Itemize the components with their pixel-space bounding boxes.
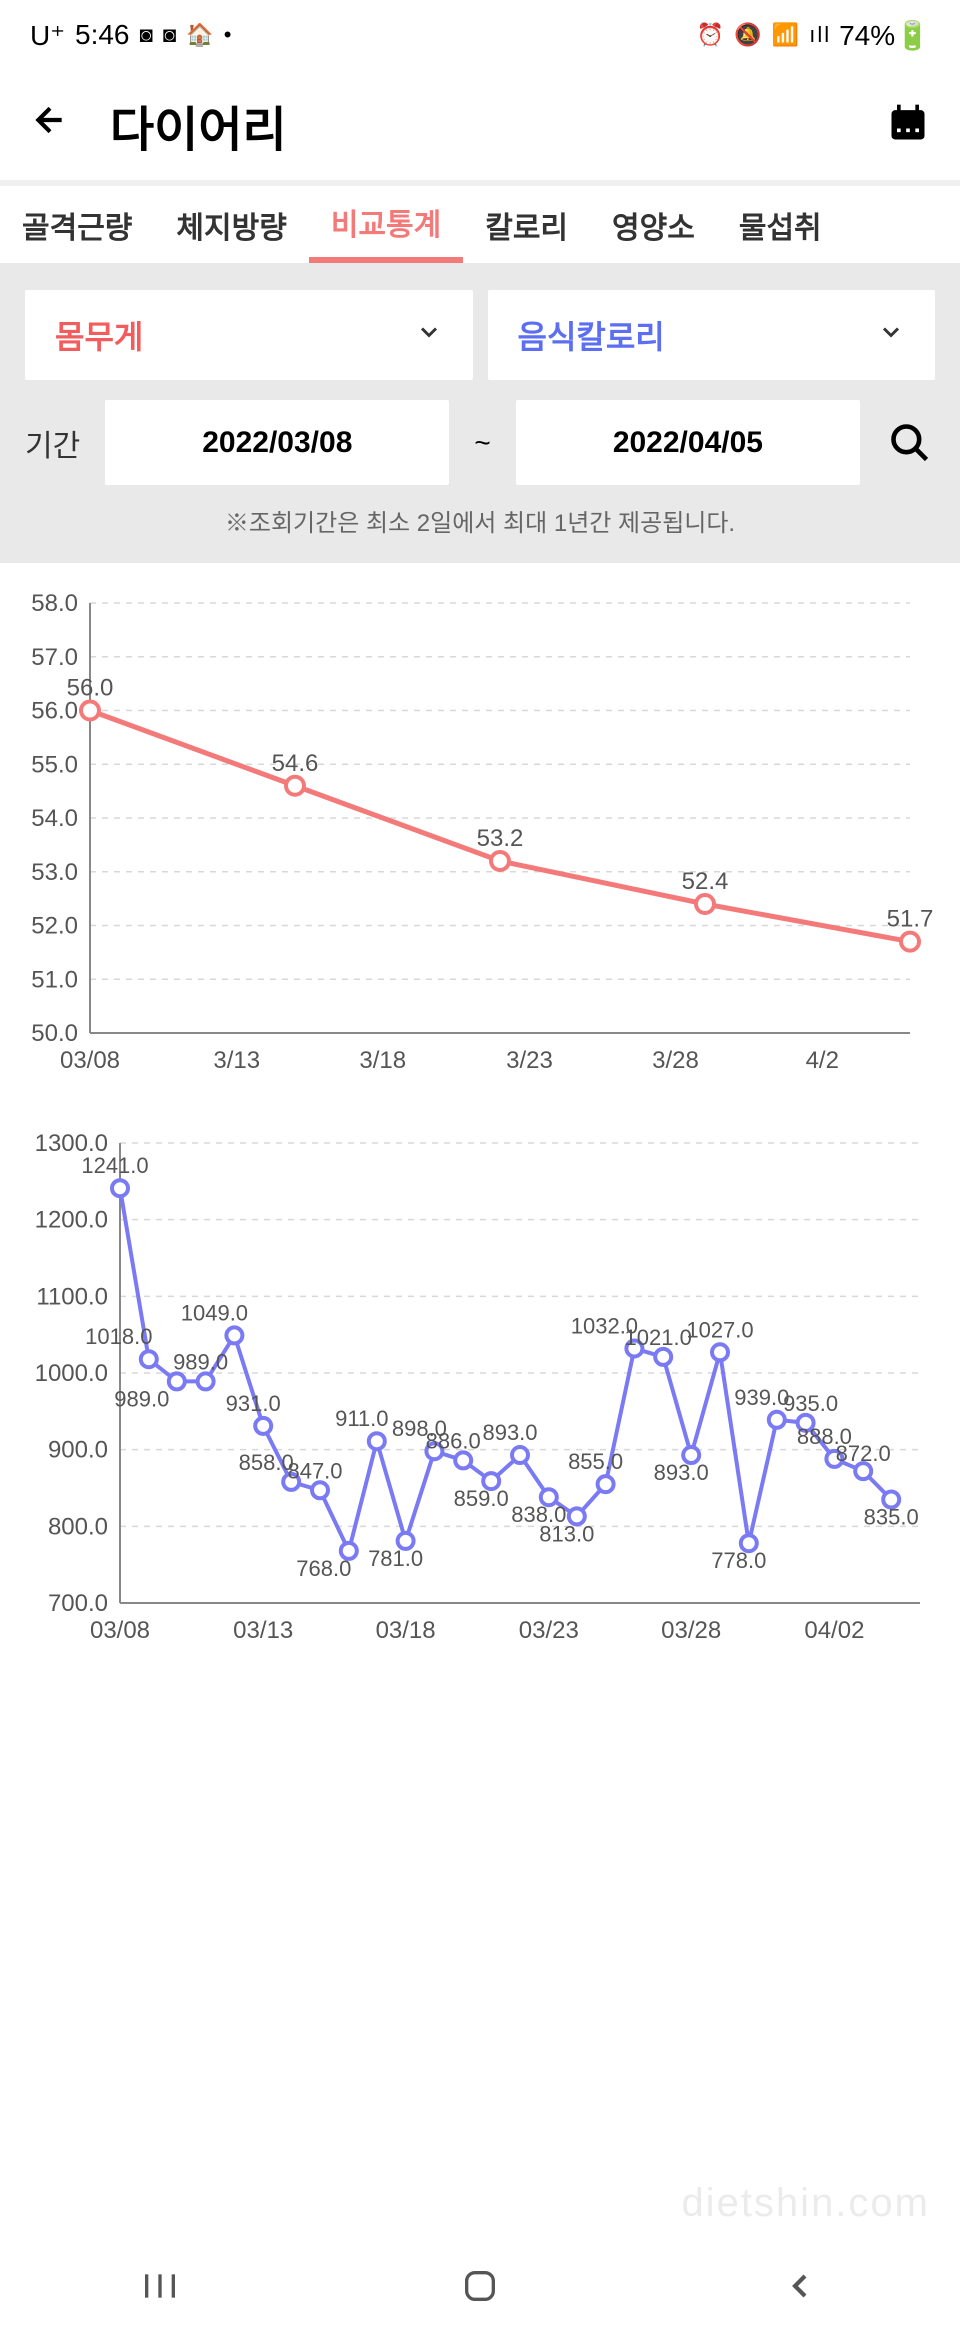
svg-text:3/28: 3/28: [652, 1047, 699, 1074]
svg-text:813.0: 813.0: [539, 1521, 594, 1546]
metric1-dropdown[interactable]: 몸무게: [25, 290, 473, 380]
svg-text:893.0: 893.0: [482, 1420, 537, 1445]
tab-2[interactable]: 비교통계: [309, 186, 463, 263]
svg-text:931.0: 931.0: [226, 1391, 281, 1416]
svg-text:3/23: 3/23: [506, 1047, 553, 1074]
date-from-input[interactable]: 2022/03/08: [105, 400, 449, 485]
svg-text:03/08: 03/08: [90, 1617, 150, 1644]
svg-text:1049.0: 1049.0: [181, 1300, 248, 1325]
filter-section: 몸무게 음식칼로리 기간 2022/03/08 ~ 2022/04/05 ※조회…: [0, 265, 960, 563]
tab-bar: 골격근량체지방량비교통계칼로리영양소물섭취: [0, 180, 960, 265]
metric2-label: 음식칼로리: [518, 312, 665, 358]
svg-text:03/23: 03/23: [519, 1617, 579, 1644]
status-right-icons: ⏰ 🔕 📶 ıll: [697, 22, 831, 48]
watermark: dietshin.com: [681, 2181, 930, 2226]
svg-text:1021.0: 1021.0: [625, 1325, 692, 1350]
svg-text:847.0: 847.0: [287, 1458, 342, 1483]
chevron-down-icon: [415, 318, 443, 353]
svg-text:51.7: 51.7: [887, 906, 934, 933]
date-separator: ~: [474, 427, 490, 459]
svg-text:03/28: 03/28: [661, 1617, 721, 1644]
svg-text:1200.0: 1200.0: [35, 1207, 108, 1234]
svg-text:1100.0: 1100.0: [36, 1283, 108, 1310]
recents-button[interactable]: [120, 2246, 200, 2326]
period-label: 기간: [25, 421, 80, 465]
svg-text:51.0: 51.0: [31, 966, 78, 993]
home-button[interactable]: [440, 2246, 520, 2326]
battery-label: 74%🔋: [839, 19, 930, 52]
android-nav-bar: [0, 2226, 960, 2346]
svg-text:939.0: 939.0: [734, 1385, 789, 1410]
back-button[interactable]: [30, 100, 70, 150]
metric1-label: 몸무게: [55, 312, 143, 358]
svg-text:55.0: 55.0: [31, 751, 78, 778]
status-left-icons: ◙ ◙ 🏠 •: [140, 22, 234, 48]
svg-text:3/18: 3/18: [359, 1047, 406, 1074]
svg-text:855.0: 855.0: [568, 1449, 623, 1474]
svg-text:872.0: 872.0: [836, 1441, 891, 1466]
svg-text:835.0: 835.0: [864, 1505, 919, 1530]
svg-text:53.0: 53.0: [31, 859, 78, 886]
svg-text:03/08: 03/08: [60, 1047, 120, 1074]
svg-text:52.4: 52.4: [682, 868, 729, 895]
svg-text:50.0: 50.0: [31, 1020, 78, 1047]
svg-text:989.0: 989.0: [114, 1386, 169, 1411]
svg-text:989.0: 989.0: [173, 1349, 228, 1374]
svg-text:4/2: 4/2: [806, 1047, 839, 1074]
svg-text:1000.0: 1000.0: [35, 1360, 108, 1387]
svg-text:58.0: 58.0: [31, 590, 78, 617]
svg-text:900.0: 900.0: [48, 1437, 108, 1464]
svg-text:54.0: 54.0: [31, 805, 78, 832]
svg-text:886.0: 886.0: [426, 1428, 481, 1453]
svg-text:56.0: 56.0: [67, 675, 114, 702]
svg-text:04/02: 04/02: [804, 1617, 864, 1644]
svg-text:911.0: 911.0: [335, 1406, 388, 1431]
svg-text:858.0: 858.0: [239, 1450, 294, 1475]
weight-chart: 50.0 51.0 52.0 53.0 54.0 55.0 56.0 57.0 58.0 03/0…: [0, 563, 960, 1103]
calorie-chart: 700.0800.0900.01000.01100.01200.01300.00…: [0, 1103, 960, 1673]
svg-text:54.6: 54.6: [272, 750, 319, 777]
carrier-label: U⁺: [30, 19, 65, 52]
tab-3[interactable]: 칼로리: [463, 186, 590, 263]
svg-text:03/18: 03/18: [376, 1617, 436, 1644]
tab-1[interactable]: 체지방량: [154, 186, 308, 263]
back-nav-button[interactable]: [760, 2246, 840, 2326]
svg-text:53.2: 53.2: [477, 825, 524, 852]
search-button[interactable]: [885, 421, 935, 465]
date-to-input[interactable]: 2022/04/05: [516, 400, 860, 485]
time-label: 5:46: [75, 19, 130, 51]
tab-4[interactable]: 영양소: [590, 186, 717, 263]
svg-text:03/13: 03/13: [233, 1617, 293, 1644]
app-header: 다이어리: [0, 70, 960, 180]
svg-text:778.0: 778.0: [711, 1548, 766, 1573]
svg-text:768.0: 768.0: [296, 1556, 351, 1581]
svg-text:800.0: 800.0: [48, 1513, 108, 1540]
svg-text:56.0: 56.0: [31, 698, 78, 725]
svg-text:935.0: 935.0: [783, 1391, 838, 1416]
svg-text:893.0: 893.0: [654, 1460, 709, 1485]
svg-text:700.0: 700.0: [48, 1590, 108, 1617]
page-title: 다이어리: [110, 90, 287, 160]
svg-text:57.0: 57.0: [31, 644, 78, 671]
calendar-button[interactable]: [886, 101, 930, 150]
svg-text:52.0: 52.0: [31, 913, 78, 940]
chevron-down-icon: [877, 318, 905, 353]
svg-text:781.0: 781.0: [368, 1546, 423, 1571]
svg-text:859.0: 859.0: [454, 1486, 509, 1511]
svg-text:1241.0: 1241.0: [81, 1153, 148, 1178]
svg-text:3/13: 3/13: [213, 1047, 260, 1074]
svg-text:1027.0: 1027.0: [686, 1317, 753, 1342]
filter-note: ※조회기간은 최소 2일에서 최대 1년간 제공됩니다.: [25, 503, 935, 538]
status-bar: U⁺ 5:46 ◙ ◙ 🏠 • ⏰ 🔕 📶 ıll 74%🔋: [0, 0, 960, 70]
tab-0[interactable]: 골격근량: [0, 186, 154, 263]
metric2-dropdown[interactable]: 음식칼로리: [488, 290, 936, 380]
tab-5[interactable]: 물섭취: [717, 186, 844, 263]
svg-text:1018.0: 1018.0: [85, 1324, 152, 1349]
